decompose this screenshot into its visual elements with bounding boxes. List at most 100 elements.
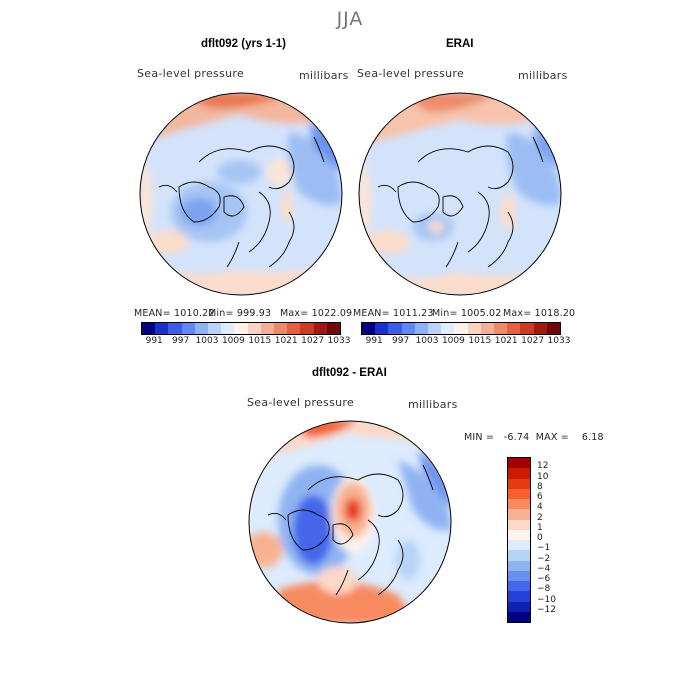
colorbar-swatch — [414, 323, 429, 334]
colorbar-tick-label: −4 — [537, 563, 551, 574]
colorbar-tick-label: 1027 — [301, 336, 325, 346]
colorbar-tick-label: 1003 — [195, 336, 219, 346]
colorbar-tick-label: 1033 — [547, 336, 571, 346]
colorbar-swatch — [247, 323, 261, 334]
colorbar-swatch — [401, 323, 415, 334]
model-polar-map — [139, 92, 343, 296]
diff-polar-map — [248, 420, 452, 624]
colorbar-swatch — [300, 323, 314, 334]
colorbar-tick-label: 997 — [392, 336, 410, 346]
model-colorbar — [141, 322, 341, 335]
obs-variable-label: Sea-level pressure — [357, 67, 465, 80]
obs-panel-title: ERAI — [446, 38, 474, 50]
colorbar-tick-label: 10 — [537, 471, 549, 482]
colorbar-swatch — [181, 323, 195, 334]
colorbar-tick-label: 997 — [172, 336, 190, 346]
colorbar-swatch — [480, 323, 495, 334]
colorbar-swatch — [142, 323, 156, 334]
colorbar-swatch — [194, 323, 209, 334]
colorbar-swatch — [208, 323, 222, 334]
colorbar-swatch — [155, 323, 169, 334]
colorbar-tick-label: 1003 — [415, 336, 439, 346]
colorbar-swatch — [428, 323, 442, 334]
colorbar-swatch — [508, 488, 530, 499]
colorbar-swatch — [508, 529, 530, 540]
obs-min: Min= 1005.02 — [432, 308, 502, 319]
colorbar-tick-label: 991 — [145, 336, 163, 346]
diff-panel-title: dflt092 - ERAI — [312, 367, 387, 379]
colorbar-swatch — [494, 323, 508, 334]
colorbar-swatch — [313, 323, 327, 334]
colorbar-swatch — [234, 323, 248, 334]
colorbar-tick-label: −2 — [537, 553, 551, 564]
diff-colorbar-labels: 12 10 8 6 4 2 1 0 −1 −2 −4 −6 −8 −10 −12 — [537, 457, 577, 621]
colorbar-swatch — [388, 323, 402, 334]
colorbar-swatch — [375, 323, 389, 334]
colorbar-tick-label: 12 — [537, 461, 549, 472]
colorbar-tick-label: −1 — [537, 543, 551, 554]
colorbar-tick-label: −10 — [537, 594, 556, 605]
obs-units-label: millibars — [518, 69, 568, 82]
colorbar-swatch — [274, 323, 288, 334]
colorbar-tick-label: 1021 — [274, 336, 298, 346]
colorbar-tick-label: 1015 — [248, 336, 272, 346]
colorbar-swatch — [508, 478, 530, 489]
colorbar-swatch — [467, 323, 481, 334]
colorbar-tick-label: 2 — [537, 512, 543, 523]
colorbar-swatch — [508, 468, 530, 479]
season-title: JJA — [336, 8, 364, 30]
model-max: Max= 1022.09 — [280, 308, 353, 319]
colorbar-swatch — [507, 323, 521, 334]
colorbar-swatch — [520, 323, 534, 334]
diff-minmax: MIN = -6.74 MAX = 6.18 — [464, 432, 604, 443]
colorbar-swatch — [508, 570, 530, 581]
colorbar-tick-label: 6 — [537, 492, 543, 502]
colorbar-swatch — [508, 591, 530, 602]
diff-variable-label: Sea-level pressure — [247, 396, 355, 409]
colorbar-swatch — [508, 601, 530, 612]
colorbar-swatch — [168, 323, 182, 334]
colorbar-swatch — [326, 323, 341, 334]
obs-mean: MEAN= 1011.23 — [353, 308, 434, 319]
model-min: Min= 999.93 — [208, 308, 272, 319]
coastlines — [158, 136, 325, 268]
colorbar-tick-label: 0 — [537, 533, 543, 543]
model-units-label: millibars — [299, 69, 349, 82]
colorbar-swatch — [533, 323, 547, 334]
model-variable-label: Sea-level pressure — [137, 67, 245, 80]
colorbar-tick-label: −6 — [537, 574, 551, 584]
colorbar-tick-label: 1009 — [221, 336, 245, 346]
colorbar-swatch — [508, 540, 530, 551]
colorbar-swatch — [287, 323, 301, 334]
colorbar-swatch — [508, 581, 530, 592]
colorbar-swatch — [508, 550, 530, 561]
model-colorbar-labels: 991 997 1003 1009 1015 1021 1027 1033 — [141, 336, 351, 348]
model-panel-title: dflt092 (yrs 1-1) — [201, 38, 287, 50]
colorbar-tick-label: −8 — [537, 584, 551, 595]
colorbar-swatch — [508, 499, 530, 510]
colorbar-tick-label: 1021 — [494, 336, 518, 346]
diff-units-label: millibars — [408, 398, 458, 411]
colorbar-swatch — [260, 323, 275, 334]
colorbar-tick-label: 4 — [537, 502, 543, 513]
colorbar-swatch — [221, 323, 235, 334]
colorbar-tick-label: 1033 — [327, 336, 351, 346]
colorbar-swatch — [546, 323, 561, 334]
colorbar-swatch — [508, 458, 530, 469]
colorbar-tick-label: 8 — [537, 481, 543, 492]
colorbar-swatch — [454, 323, 468, 334]
obs-colorbar-labels: 991 997 1003 1009 1015 1021 1027 1033 — [361, 336, 571, 348]
colorbar-swatch — [508, 611, 530, 622]
map-boundary — [139, 92, 343, 296]
model-mean: MEAN= 1010.22 — [134, 308, 215, 319]
colorbar-swatch — [508, 509, 530, 520]
colorbar-tick-label: 1027 — [521, 336, 545, 346]
colorbar-swatch — [441, 323, 455, 334]
obs-max: Max= 1018.20 — [503, 308, 576, 319]
colorbar-tick-label: 991 — [365, 336, 383, 346]
colorbar-tick-label: 1015 — [468, 336, 492, 346]
colorbar-tick-label: −12 — [537, 604, 556, 615]
colorbar-swatch — [362, 323, 376, 334]
obs-colorbar — [361, 322, 561, 335]
diff-colorbar — [507, 457, 531, 623]
